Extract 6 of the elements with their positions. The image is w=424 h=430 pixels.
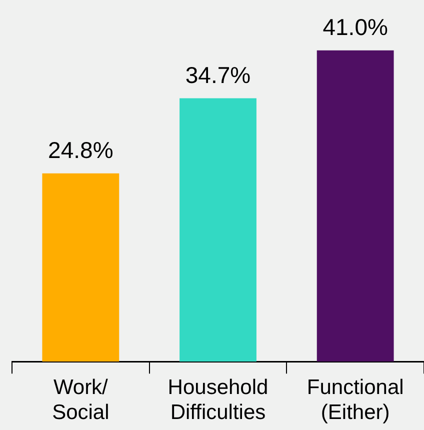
data-label: 41.0% — [322, 14, 388, 40]
x-tick-label: Household Difficulties — [168, 376, 268, 424]
data-label: 24.8% — [48, 137, 114, 164]
x-tick-label: Work/ Social — [52, 376, 110, 424]
x-tick-label: Functional (Either) — [306, 376, 404, 424]
data-label: 34.7% — [185, 62, 251, 88]
